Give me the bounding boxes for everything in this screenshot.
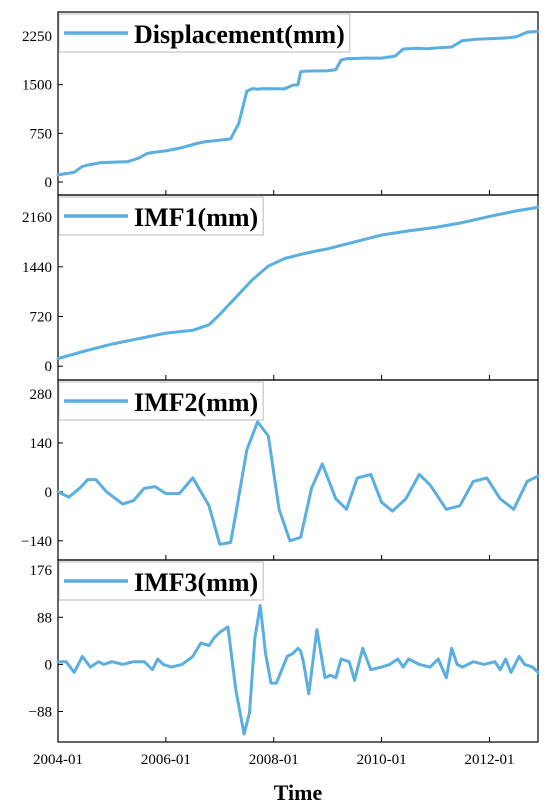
legend-label: IMF1(mm) [134, 203, 258, 232]
ytick-label: 0 [45, 175, 53, 191]
ytick-label: 2160 [22, 210, 52, 226]
ytick-label: 1500 [22, 78, 52, 94]
series-line-2 [56, 205, 540, 361]
legend-box [58, 13, 351, 53]
series-line-3 [56, 420, 540, 546]
xtick-label: 2004-01 [33, 752, 83, 768]
ytick-label: 750 [30, 126, 53, 142]
ytick-label: 280 [30, 387, 53, 403]
ytick-label: 1440 [22, 260, 52, 276]
ytick-label: 0 [45, 657, 53, 673]
xtick-label: 2006-01 [141, 752, 191, 768]
legend-label: Displacement(mm) [134, 20, 345, 49]
panel-frame-4 [57, 559, 539, 743]
legend-label: IMF2(mm) [134, 388, 258, 417]
ytick-label: −140 [21, 534, 52, 550]
ytick-label: 140 [30, 436, 53, 452]
xtick-label: 2012-01 [464, 752, 514, 768]
legend-label: IMF3(mm) [134, 568, 258, 597]
series-line-1 [56, 30, 540, 177]
xtick-label: 2010-01 [357, 752, 407, 768]
ytick-label: 0 [45, 485, 53, 501]
ytick-label: 88 [37, 610, 52, 626]
ytick-label: −88 [29, 704, 52, 720]
x-axis-title: Time [274, 780, 323, 805]
ytick-label: 720 [30, 309, 53, 325]
ytick-label: 176 [30, 563, 53, 579]
ytick-label: 2250 [22, 29, 52, 45]
xtick-label: 2008-01 [249, 752, 299, 768]
series-line-4 [56, 604, 540, 736]
ytick-label: 0 [45, 359, 53, 375]
